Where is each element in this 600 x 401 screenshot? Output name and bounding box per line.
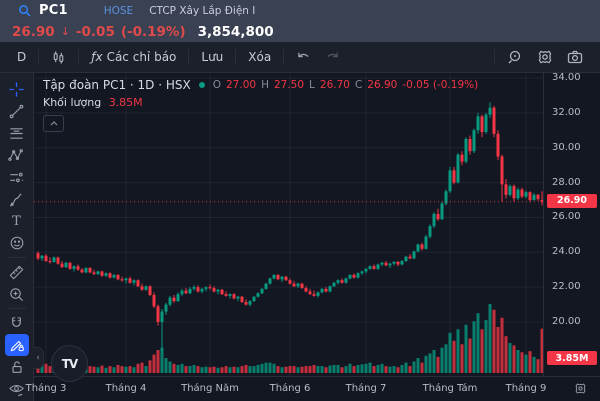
legend-high-key: H xyxy=(261,79,269,91)
lock-all-drawings-icon[interactable] xyxy=(5,356,29,378)
time-tick-label: Tháng Tám xyxy=(422,383,478,394)
symbol-header: PC1 HOSE CTCP Xây Lắp Điện I 26.90 ↓ -0.… xyxy=(0,0,600,42)
last-price: 26.90 xyxy=(12,23,55,40)
stay-in-drawing-mode-icon[interactable] xyxy=(4,334,29,356)
toolbar-separator xyxy=(78,49,80,65)
price-change-pct: (-0.19%) xyxy=(120,23,186,40)
legend-open-key: O xyxy=(212,79,221,91)
market-status-dot xyxy=(198,82,205,88)
price-down-arrow-icon: ↓ xyxy=(60,25,70,38)
legend-low-value: 26.70 xyxy=(319,79,350,91)
settings-gear-icon[interactable] xyxy=(530,46,560,68)
toolbar-separator xyxy=(7,308,26,309)
trend-line-tool-icon[interactable] xyxy=(5,100,29,122)
price-tick-label: 34.00 xyxy=(552,72,581,83)
company-name: CTCP Xây Lắp Điện I xyxy=(149,4,256,17)
brush-tool-icon[interactable] xyxy=(5,188,29,210)
search-icon[interactable] xyxy=(18,4,31,17)
symbol-name[interactable]: PC1 xyxy=(39,3,68,18)
xabcd-pattern-tool-icon[interactable] xyxy=(5,144,29,166)
legend-change: -0.05 (-0.19%) xyxy=(402,79,479,91)
price-tick-label: 24.00 xyxy=(552,246,581,258)
chart-style-candles-button[interactable] xyxy=(44,47,73,68)
price-tick-label: 22.00 xyxy=(552,281,581,293)
candlestick-chart-canvas[interactable] xyxy=(34,73,544,376)
day-volume: 3,854,800 xyxy=(197,23,274,40)
snapshot-camera-icon[interactable] xyxy=(560,47,590,67)
quick-search-icon[interactable] xyxy=(500,46,530,68)
tradingview-logo[interactable]: TV xyxy=(51,345,88,382)
toolbar-separator xyxy=(283,49,285,65)
emoji-tool-icon[interactable] xyxy=(5,232,29,254)
volume-indicator-label[interactable]: Khối lượng xyxy=(43,96,102,109)
fx-icon: ƒx xyxy=(91,50,103,64)
legend-open-value: 27.00 xyxy=(226,79,257,91)
indicators-button[interactable]: ƒx Các chỉ báo xyxy=(91,50,177,64)
exchange-label: HOSE xyxy=(103,4,134,17)
chart-toolbar: D ƒx Các chỉ báo Lưu Xóa xyxy=(0,42,600,73)
undo-button[interactable] xyxy=(289,48,318,67)
fib-retracement-tool-icon[interactable] xyxy=(5,122,29,144)
text-tool-icon[interactable]: T xyxy=(12,213,21,229)
hide-drawings-icon[interactable] xyxy=(5,378,29,400)
legend-close-key: C xyxy=(354,79,363,91)
legend-high-value: 27.50 xyxy=(273,79,305,91)
legend-low-key: L xyxy=(309,79,315,91)
volume-indicator-value: 3.85M xyxy=(108,96,143,109)
time-tick-label: Tháng 9 xyxy=(505,383,547,394)
legend-symbol-title[interactable]: Tập đoàn PC1 · 1D · HSX xyxy=(43,78,191,92)
crosshair-tool-icon[interactable] xyxy=(5,78,29,100)
axis-settings-gear-icon[interactable] xyxy=(574,382,587,395)
delete-button[interactable]: Xóa xyxy=(248,50,272,64)
toolbar-separator xyxy=(38,49,40,65)
price-axis[interactable]: 34.00 32.00 30.00 28.00 26.00 24.00 22.00 20.00… xyxy=(543,72,600,376)
last-price-badge: 26.90 xyxy=(547,193,597,208)
toolbar-separator xyxy=(494,49,495,65)
time-tick-label: Tháng 4 xyxy=(105,383,147,394)
price-tick-label: 28.00 xyxy=(552,176,581,188)
chart-main-area: T ‹ Tập đoàn PC1 · 1D · xyxy=(0,72,600,401)
measure-tool-icon[interactable] xyxy=(5,261,29,283)
time-tick-label: Tháng 3 xyxy=(25,383,67,394)
magnet-tool-icon[interactable] xyxy=(5,312,29,334)
time-tick-label: Tháng Năm xyxy=(181,383,239,394)
toolbar-collapse-handle[interactable]: ‹ xyxy=(33,347,44,369)
price-tick-label: 32.00 xyxy=(552,106,581,118)
legend-collapse-button[interactable] xyxy=(43,115,64,132)
price-tick-label: 26.00 xyxy=(552,211,581,223)
legend-close-value: 26.90 xyxy=(367,79,398,91)
time-axis[interactable]: Tháng 3 Tháng 4 Tháng Năm Tháng 6 Tháng 7 Thá… xyxy=(26,376,600,401)
toolbar-separator xyxy=(7,257,26,258)
time-tick-label: Tháng 7 xyxy=(345,383,387,394)
last-volume-badge: 3.85M xyxy=(547,351,597,365)
save-layout-button[interactable]: Lưu xyxy=(201,50,224,64)
price-tick-label: 20.00 xyxy=(552,316,581,328)
zoom-in-tool-icon[interactable] xyxy=(5,283,29,305)
time-tick-label: Tháng 6 xyxy=(269,383,311,394)
interval-button[interactable]: D xyxy=(17,50,27,64)
price-change: -0.05 xyxy=(75,23,115,40)
projection-tool-icon[interactable] xyxy=(5,166,29,188)
redo-button[interactable] xyxy=(318,48,347,67)
price-tick-label: 30.00 xyxy=(552,141,581,153)
drawing-toolbar: T xyxy=(0,73,34,401)
toolbar-separator xyxy=(235,49,237,65)
toolbar-separator xyxy=(188,49,190,65)
